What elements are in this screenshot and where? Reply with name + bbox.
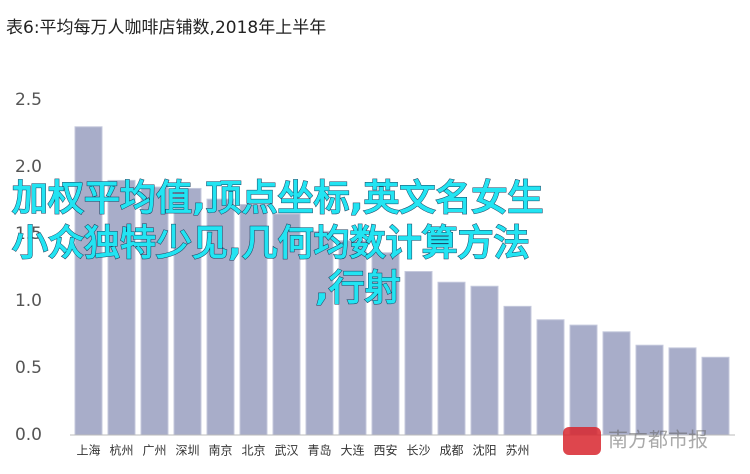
y-tick-label: 0.5 [15, 358, 42, 378]
bar [470, 285, 499, 436]
x-tick-label: 青岛 [307, 443, 331, 458]
x-tick-label: 苏州 [505, 444, 529, 458]
bar [701, 356, 730, 436]
x-tick-label: 西安 [373, 443, 397, 458]
y-tick-label: 1.5 [15, 224, 42, 244]
bar [569, 324, 598, 436]
bar [173, 187, 202, 436]
bar [239, 204, 268, 436]
overlay-text: 小众独特少见,几何均数计算方法 [12, 223, 530, 264]
x-tick-label: 成都 [439, 444, 463, 458]
bar [107, 179, 136, 436]
bar [602, 331, 631, 436]
bar [206, 198, 235, 436]
x-tick-label: 沈阳 [472, 443, 496, 458]
y-tick-label: 2.5 [15, 90, 42, 110]
bar [404, 271, 433, 436]
x-tick-label: 广州 [142, 444, 166, 458]
x-tick-label: 北京 [241, 444, 265, 458]
x-tick-label: 杭州 [109, 443, 133, 458]
bar [668, 347, 697, 436]
y-tick-label: 1.0 [15, 291, 42, 311]
x-tick-label: 长沙 [406, 444, 430, 458]
bar [437, 281, 466, 436]
bar [536, 319, 565, 436]
x-tick-label: 深圳 [175, 444, 199, 458]
y-tick-label: 0.0 [15, 425, 42, 445]
y-tick-label: 2.0 [15, 157, 42, 177]
x-tick-label: 大连 [340, 443, 364, 458]
x-tick-label: 南京 [208, 443, 232, 458]
bar [371, 252, 400, 436]
bar [272, 213, 301, 436]
watermark: 南方都市报 [608, 428, 708, 452]
x-tick-label: 上海 [76, 443, 100, 458]
x-tick-label: 武汉 [274, 444, 298, 458]
overlay-text: ,行射 [315, 268, 401, 309]
bar [74, 126, 103, 436]
bar [338, 240, 367, 436]
bar [635, 344, 664, 436]
chart-title: 表6:平均每万人咖啡店铺数,2018年上半年 [6, 18, 326, 38]
watermark-logo [563, 427, 601, 455]
bar [305, 230, 334, 436]
bar [503, 305, 532, 436]
overlay-text: 加权平均值,顶点坐标,英文名女生 [12, 178, 543, 219]
